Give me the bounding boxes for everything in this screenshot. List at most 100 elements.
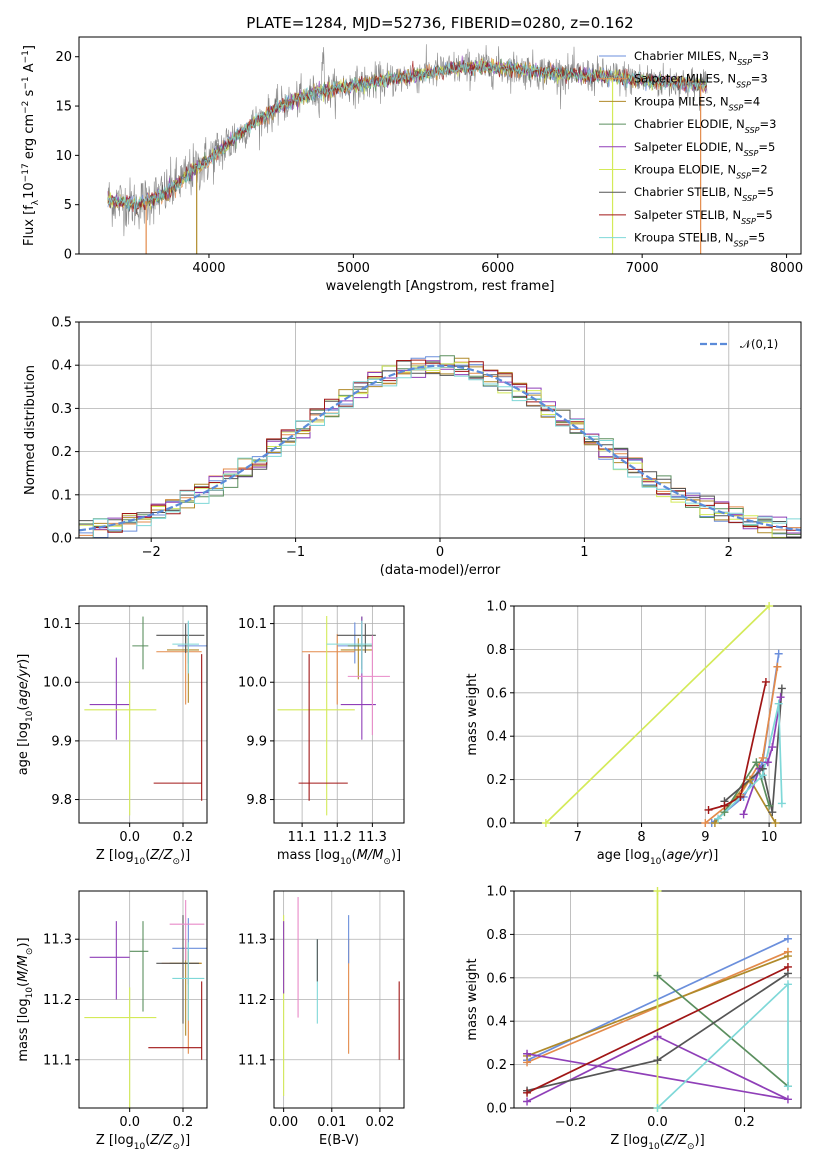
x-axis-label-part: )] [708, 848, 718, 863]
legend-value: =3 [751, 72, 768, 86]
panel-age-vs-mass: 11.1 11.2 11.3 9.8 9.9 10.0 10.1 mass [log10(M/… [238, 605, 405, 867]
x-axis-label-part: (data-model)/error [380, 563, 501, 578]
panel-age-vs-Z: 0.0 0.29.89.910.010.1Z [log10(Z/Z⊙)]age [… [16, 605, 208, 867]
legend-sub: SSP [737, 58, 752, 67]
x-axis-label-part: )] [180, 1133, 190, 1148]
y-axis-label-part: −1 [21, 50, 31, 63]
x-tick-label: 0.0 [119, 830, 140, 845]
legend-sub: SSP [742, 194, 757, 203]
x-axis-label-part: 10 [134, 1142, 146, 1152]
x-axis-label-part: Z/Z [149, 848, 173, 863]
x-tick-label: 7000 [626, 261, 659, 276]
legend-entry: Salpeter ELODIE, NSSP=5 [634, 140, 775, 158]
y-tick-label: 10.1 [43, 617, 72, 632]
weight-marker [523, 1088, 532, 1097]
weight-marker [768, 808, 777, 817]
x-axis-label: Z [log10(Z/Z⊙)] [610, 1133, 704, 1152]
y-tick-label: 0.1 [51, 488, 72, 503]
y-tick-label: 0.0 [51, 532, 72, 547]
legend-value: =3 [760, 117, 777, 131]
weight-marker [758, 753, 767, 762]
y-tick-label: 10 [55, 149, 72, 164]
x-tick-label: 8000 [770, 261, 803, 276]
x-tick-label: 6000 [481, 261, 514, 276]
x-axis-label-part: ⊙ [687, 1142, 695, 1152]
legend-name: Salpeter ELODIE, N [634, 140, 744, 154]
y-axis-label: mass weight [465, 673, 480, 755]
weight-marker [714, 814, 723, 823]
y-axis-label-part: Normed distribution [23, 365, 38, 495]
x-tick-label: 0.2 [173, 830, 194, 845]
figure-title: PLATE=1284, MJD=52736, FIBERID=0280, z=0… [246, 14, 633, 32]
y-tick-label: 15 [55, 100, 72, 115]
plot-area-massweight-vs-age [545, 606, 783, 823]
y-tick-label: 11.2 [43, 993, 72, 1008]
legend-value: =2 [751, 163, 768, 177]
legend-value: =5 [748, 231, 765, 245]
x-tick-label: 0.00 [269, 1115, 298, 1130]
y-axis-label-part: mass weight [465, 958, 480, 1040]
x-tick-label: 11.1 [288, 830, 317, 845]
x-tick-label: 0.01 [317, 1115, 346, 1130]
weight-marker [752, 758, 761, 767]
weight-marker [783, 980, 792, 989]
x-tick-label: −0.2 [555, 1115, 587, 1130]
legend-name: Chabrier MILES, N [634, 49, 737, 63]
weight-line [656, 974, 789, 1087]
y-axis-label-part: 10 [25, 710, 35, 722]
plot-area-age-vs-mass [277, 615, 390, 816]
weight-marker [768, 743, 777, 752]
x-axis-label-part: ( [661, 848, 666, 863]
y-tick-label: 9.8 [246, 793, 267, 808]
weight-marker [701, 819, 710, 827]
y-tick-label: 0.2 [486, 773, 507, 788]
weight-marker [774, 699, 783, 708]
plot-area-mass-vs-Z [84, 900, 207, 1108]
y-tick-label: 11.2 [238, 993, 267, 1008]
weight-marker [653, 1056, 662, 1065]
x-tick-label: 7 [574, 830, 582, 845]
axes-frame [513, 605, 802, 824]
legend-entry: Kroupa MILES, NSSP=4 [634, 94, 760, 112]
panel-massweight-vs-Z: −0.2 0.0 0.2 0.0 0.2 0.4 0.6 0.8 1.0 Z [log10(Z/Z… [465, 885, 802, 1152]
x-axis-label-part: 10 [134, 857, 146, 867]
x-axis-label-part: ( [660, 1133, 665, 1148]
y-axis-label-part: 10 [25, 987, 35, 999]
legend-name: Salpeter STELIB, N [634, 208, 741, 222]
y-tick-label: 0.8 [486, 643, 507, 658]
weight-marker [739, 810, 748, 819]
y-axis-label-part: ( [16, 706, 31, 711]
legend-entry: Salpeter MILES, NSSP=3 [634, 72, 768, 90]
x-axis-label-part: )] [695, 1133, 705, 1148]
weight-marker [783, 952, 792, 961]
legend-sub: SSP [745, 126, 760, 135]
legend-entry: 𝒩(0,1) [740, 337, 778, 351]
x-axis-label-part: Z [log [96, 848, 134, 863]
weight-marker [765, 602, 774, 610]
axes-frame [78, 36, 802, 255]
x-tick-label: 5000 [337, 261, 370, 276]
x-axis-label-part: 10 [648, 1142, 660, 1152]
weight-marker [777, 799, 786, 808]
y-axis-label-part: A [22, 63, 37, 76]
weight-marker [523, 1097, 532, 1106]
legend-name: Kroupa ELODIE, N [634, 163, 736, 177]
legend-sub: SSP [736, 171, 751, 180]
x-tick-label: 0.2 [734, 1115, 755, 1130]
y-tick-label: 11.1 [238, 1053, 267, 1068]
weight-marker [720, 801, 729, 810]
legend-entry: Salpeter STELIB, NSSP=5 [634, 208, 773, 226]
weight-marker [541, 819, 550, 827]
x-tick-label: 0 [436, 545, 444, 560]
x-axis-label-part: 10 [340, 857, 352, 867]
y-axis-label-part: mass [log [16, 998, 31, 1061]
y-tick-label: 0.5 [51, 316, 72, 331]
x-axis-label-part: ⊙ [172, 857, 180, 867]
legend-sub: SSP [744, 148, 759, 157]
x-axis-label-part: wavelength [Angstrom, rest frame] [326, 279, 555, 294]
x-axis-label-part: ( [352, 848, 357, 863]
panel-spectrum: 4000 5000 6000 7000 8000 0 5 10 15 20 wavelength [… [21, 36, 803, 294]
axes-frame [78, 605, 208, 824]
